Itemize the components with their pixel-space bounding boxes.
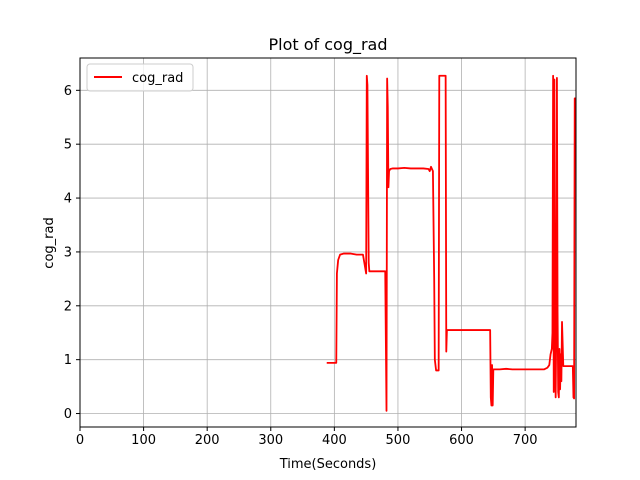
y-tick-label: 2: [64, 299, 72, 314]
plot-area: [80, 58, 576, 427]
y-tick-label: 1: [64, 353, 72, 368]
x-axis-label: Time(Seconds): [279, 457, 377, 472]
x-tick-label: 200: [195, 433, 220, 448]
grid: [79, 58, 576, 427]
x-tick-label: 100: [131, 433, 156, 448]
x-tick-label: 700: [513, 433, 538, 448]
y-tick-label: 4: [64, 192, 72, 207]
y-tick-label: 3: [64, 245, 72, 260]
legend-box: [86, 63, 194, 92]
y-axis-label: cog_rad: [42, 217, 57, 268]
legend: cog_rad: [86, 63, 194, 92]
series-layer: [326, 74, 576, 412]
x-tick-label: 600: [449, 433, 474, 448]
x-tick-label: 500: [386, 433, 411, 448]
legend-label: cog_rad: [132, 71, 183, 86]
x-tick-label: 300: [258, 433, 283, 448]
chart-title: Plot of cog_rad: [268, 35, 387, 55]
x-tick-label: 0: [76, 433, 84, 448]
y-tick-label: 5: [64, 138, 72, 153]
series-line-cog_rad: [326, 74, 576, 412]
plot-frame: [79, 57, 577, 428]
ticks: 0 100 200 300 400 500 600 700 0 1 2 3 4 5 6: [64, 84, 538, 448]
y-tick-label: 6: [64, 84, 72, 99]
x-tick-label: 400: [322, 433, 347, 448]
y-tick-label: 0: [64, 407, 72, 422]
